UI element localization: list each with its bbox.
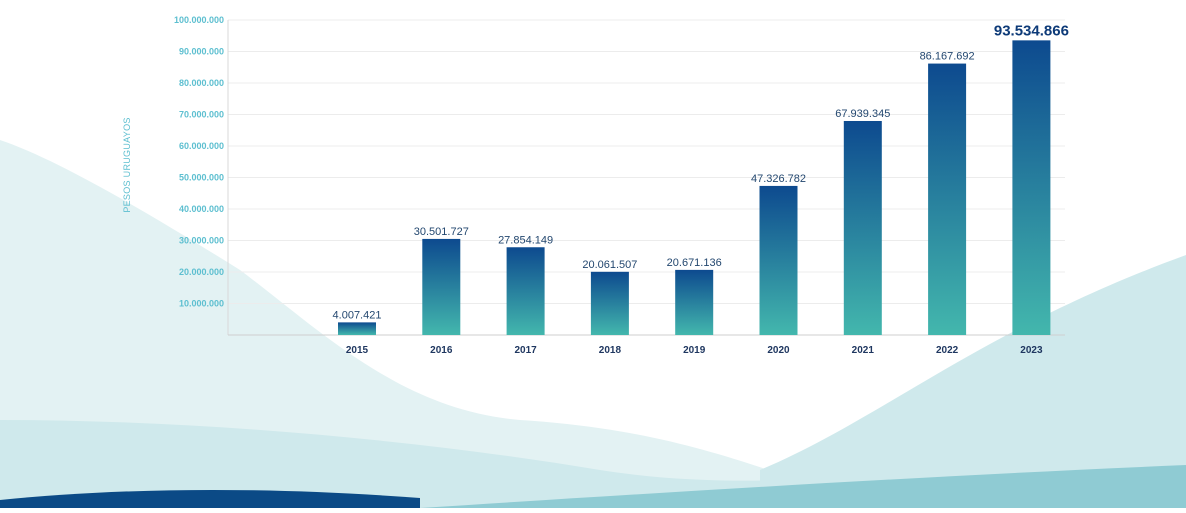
chart-gridlines (228, 19, 1065, 304)
y-tick-label: 70.000.000 (179, 110, 224, 120)
y-tick-label: 20.000.000 (179, 267, 224, 277)
y-tick-label: 30.000.000 (179, 236, 224, 246)
bar-2018 (590, 271, 629, 335)
x-tick-label: 2022 (936, 345, 959, 356)
bar-2016 (422, 238, 461, 335)
background-wave-navy (0, 489, 420, 508)
x-tick-label: 2019 (683, 345, 706, 356)
data-label-2016: 30.501.727 (414, 226, 469, 238)
bar-2022 (928, 63, 967, 335)
data-label-2022: 86.167.692 (920, 51, 975, 63)
y-tick-label: 60.000.000 (179, 141, 224, 151)
y-tick-label: 50.000.000 (179, 173, 224, 183)
x-tick-label: 2018 (599, 345, 622, 356)
background-wave-right (760, 255, 1186, 508)
x-tick-label: 2020 (767, 345, 790, 356)
bar-2020 (759, 185, 798, 335)
background-wave-teal (420, 465, 1186, 508)
data-label-2021: 67.939.345 (835, 108, 890, 120)
x-tick-label: 2021 (852, 345, 875, 356)
data-label-2019: 20.671.136 (667, 257, 722, 269)
data-label-2015: 4.007.421 (333, 309, 382, 321)
x-tick-label: 2015 (346, 345, 369, 356)
x-tick-label: 2023 (1020, 345, 1043, 356)
x-tick-label: 2016 (430, 345, 453, 356)
data-label-2018: 20.061.507 (582, 259, 637, 271)
x-tick-label: 2017 (514, 345, 537, 356)
y-axis-ticks: 10.000.000 20.000.000 30.000.000 40.000.000… (174, 15, 224, 309)
chart-bars (338, 40, 1051, 336)
background-waves (0, 140, 1186, 508)
y-tick-label: 90.000.000 (179, 47, 224, 57)
y-tick-label: 80.000.000 (179, 78, 224, 88)
data-label-2023: 93.534.866 (994, 22, 1069, 39)
bar-2023 (1012, 40, 1051, 335)
x-axis-ticks: 2015 2016 2017 2018 2019 2020 2021 2022 2023 (346, 345, 1043, 356)
bar-2017 (506, 247, 545, 335)
y-tick-label: 100.000.000 (174, 15, 224, 25)
y-tick-label: 10.000.000 (179, 299, 224, 309)
bar-2021 (843, 120, 882, 336)
chart-data-labels: 4.007.421 30.501.727 27.854.149 20.061.507 2… (333, 22, 1069, 321)
y-tick-label: 40.000.000 (179, 204, 224, 214)
data-label-2017: 27.854.149 (498, 234, 553, 246)
bar-2019 (675, 269, 714, 335)
background-wave-light (0, 140, 1186, 508)
y-axis-label: PESOS URUGUAYOS (122, 117, 132, 212)
data-label-2020: 47.326.782 (751, 173, 806, 185)
bar-2015 (338, 322, 376, 335)
